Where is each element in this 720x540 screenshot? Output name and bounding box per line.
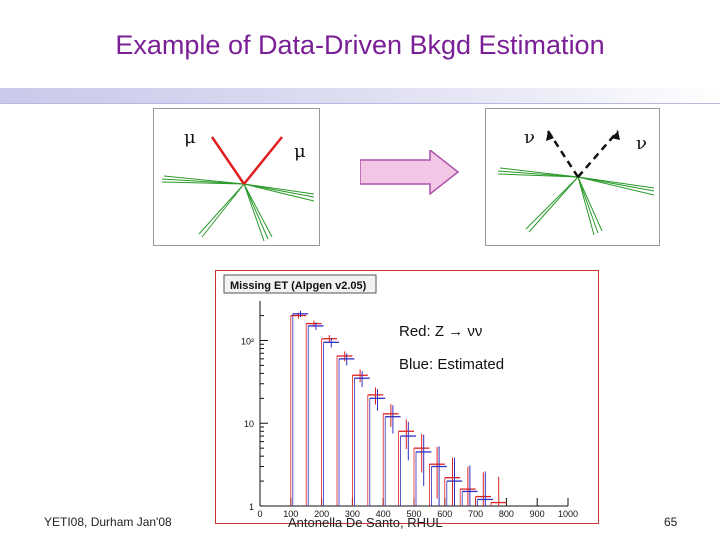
diagram-muons: μ μ xyxy=(153,108,320,246)
x-tick-label: 700 xyxy=(468,509,483,519)
x-tick-label: 0 xyxy=(257,509,262,519)
missing-et-plot-svg: Missing ET (Alpgen v2.05) 10² 10 10 100 200 3… xyxy=(223,274,578,519)
slide-title: Example of Data-Driven Bkgd Estimation xyxy=(115,30,605,60)
slide-number: 65 xyxy=(664,515,678,529)
plot-header: Missing ET (Alpgen v2.05) xyxy=(230,280,367,292)
x-tick-label: 200 xyxy=(314,509,329,519)
x-tick-label: 400 xyxy=(376,509,391,519)
y-tick-label: 10 xyxy=(244,419,254,429)
legend-blue: Blue: Estimated xyxy=(399,356,505,373)
x-tick-label: 100 xyxy=(283,509,298,519)
legend-red: Red: Z → νν xyxy=(399,323,483,340)
plot-header-box xyxy=(223,274,377,294)
footer-left: YETI08, Durham Jan'08 xyxy=(44,515,172,529)
y-tick-label: 10² xyxy=(241,336,254,346)
x-tick-label: 600 xyxy=(437,509,452,519)
muon-label-right: μ xyxy=(294,141,306,162)
y-tick-label: 1 xyxy=(249,502,254,512)
header-stripe-line xyxy=(0,103,720,104)
x-tick-label: 500 xyxy=(406,509,421,519)
footer-center: Antonella De Santo, RHUL xyxy=(288,515,443,530)
transform-arrow xyxy=(360,150,460,195)
diagram-muons-svg: μ μ xyxy=(161,127,315,242)
diagram-neutrinos: ν ν xyxy=(485,108,660,246)
x-tick-label: 300 xyxy=(345,509,360,519)
diagram-neutrinos-svg: ν ν xyxy=(497,127,655,236)
x-tick-label: 800 xyxy=(499,509,514,519)
missing-et-plot: Missing ET (Alpgen v2.05) 10² 10 1 0 100 200 3… xyxy=(215,270,599,524)
x-tick-label: 1000 xyxy=(558,509,578,519)
neutrino-label-right: ν xyxy=(636,133,647,154)
muon-label-left: μ xyxy=(184,127,196,148)
header-stripe xyxy=(0,88,720,104)
x-tick-label: 900 xyxy=(530,509,545,519)
neutrino-label-left: ν xyxy=(524,127,535,148)
